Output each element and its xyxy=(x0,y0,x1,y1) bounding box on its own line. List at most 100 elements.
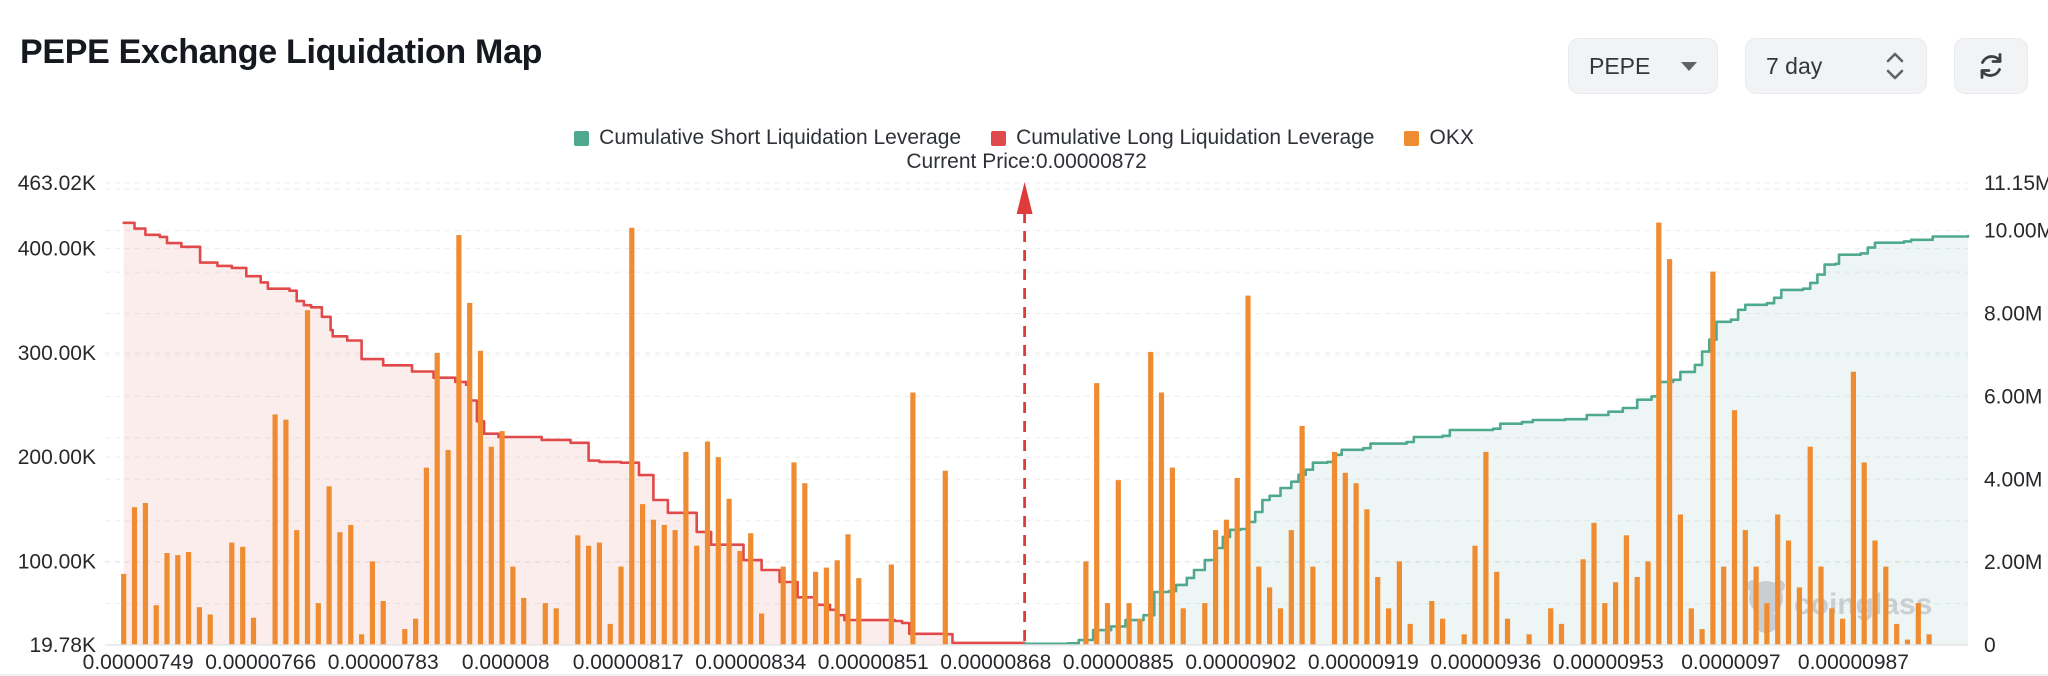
okx-bar xyxy=(1558,623,1565,645)
okx-bar xyxy=(121,573,127,645)
okx-bar xyxy=(423,467,429,645)
x-tick-label: 0.00000749 xyxy=(83,651,194,674)
okx-bar xyxy=(1656,222,1662,645)
okx-bar xyxy=(618,566,624,645)
okx-bar xyxy=(1180,608,1186,645)
okx-bar xyxy=(1396,561,1402,645)
okx-bar xyxy=(1158,392,1165,645)
okx-bar xyxy=(131,507,138,645)
left-tick-label: 19.78K xyxy=(29,634,96,657)
okx-bar xyxy=(791,462,797,645)
okx-bar xyxy=(586,545,592,645)
okx-bar xyxy=(1364,509,1370,645)
right-tick-label: 4.00M xyxy=(1984,468,2042,491)
okx-bar xyxy=(813,571,819,645)
okx-bars[interactable] xyxy=(121,222,1932,646)
okx-bar xyxy=(445,449,451,645)
okx-bar xyxy=(153,605,159,645)
okx-bar xyxy=(467,302,473,645)
x-tick-label: 0.00000919 xyxy=(1308,651,1419,674)
okx-bar xyxy=(575,535,581,645)
okx-bar xyxy=(1688,608,1694,645)
okx-bar xyxy=(704,441,711,645)
okx-bar xyxy=(304,310,311,645)
okx-bar xyxy=(1883,566,1889,645)
okx-bar xyxy=(402,629,408,645)
okx-bar xyxy=(456,235,462,645)
okx-bar xyxy=(1353,483,1359,645)
okx-bar xyxy=(1818,566,1824,645)
okx-bar xyxy=(1245,295,1251,645)
x-tick-label: 0.00000953 xyxy=(1553,651,1664,674)
okx-bar xyxy=(510,566,516,645)
legend-label: OKX xyxy=(1429,126,1474,149)
right-tick-label: 0 xyxy=(1984,634,1996,657)
okx-bar xyxy=(640,504,646,645)
okx-bar xyxy=(1602,603,1608,645)
okx-bar xyxy=(1796,587,1802,645)
left-axis-labels: 463.02K 400.00K 300.00K 200.00K 100.00K 19.78… xyxy=(18,172,96,657)
okx-bar xyxy=(380,601,386,645)
legend-swatch-icon xyxy=(991,130,1007,146)
okx-bar xyxy=(1342,472,1348,645)
series-line xyxy=(122,221,1026,645)
okx-bar xyxy=(1613,582,1619,645)
okx-bar xyxy=(413,618,419,645)
okx-bar xyxy=(488,446,494,645)
x-tick-label: 0.0000097 xyxy=(1681,651,1780,674)
okx-bar xyxy=(694,545,700,645)
okx-bar xyxy=(683,451,689,645)
okx-bar xyxy=(1504,618,1511,645)
okx-bar xyxy=(1699,629,1705,645)
okx-bar xyxy=(499,431,505,645)
right-tick-label: 11.15M xyxy=(1984,172,2048,195)
okx-bar xyxy=(726,498,732,645)
okx-bar xyxy=(272,414,278,645)
okx-bar xyxy=(207,614,213,645)
legend-item-long[interactable]: Cumulative Long Liquidation Leverage xyxy=(991,126,1374,150)
left-tick-label: 200.00K xyxy=(18,446,96,469)
okx-bar xyxy=(229,542,235,645)
okx-bar xyxy=(294,530,300,645)
legend-item-short[interactable]: Cumulative Short Liquidation Leverage xyxy=(574,126,961,150)
coin-select-value: PEPE xyxy=(1589,52,1651,79)
okx-bar xyxy=(1721,566,1727,645)
x-axis-labels: 0.00000749 0.00000766 0.00000783 0.000008 0.… xyxy=(83,651,1909,674)
okx-bar xyxy=(337,532,343,645)
okx-bar xyxy=(434,352,440,645)
okx-bar xyxy=(1148,351,1154,645)
chart-legend: Cumulative Short Liquidation Leverage Cum… xyxy=(0,126,2048,150)
okx-bar xyxy=(888,564,894,645)
okx-bar xyxy=(942,470,948,645)
okx-bar xyxy=(759,613,765,645)
coin-select[interactable]: PEPE xyxy=(1568,38,1718,94)
range-select[interactable]: 7 day xyxy=(1745,38,1927,94)
right-tick-label: 8.00M xyxy=(1984,303,2042,326)
okx-bar xyxy=(1677,514,1683,645)
chevron-up-down-icon xyxy=(1886,52,1904,80)
left-tick-label: 300.00K xyxy=(18,342,96,365)
legend-item-okx[interactable]: OKX xyxy=(1404,126,1474,150)
okx-bar xyxy=(748,533,754,645)
x-tick-label: 0.00000851 xyxy=(818,651,929,674)
okx-bar xyxy=(1213,530,1219,645)
okx-bar xyxy=(1256,566,1262,645)
right-tick-label: 10.00M xyxy=(1984,220,2048,243)
okx-bar xyxy=(1472,545,1478,645)
left-tick-label: 400.00K xyxy=(18,238,96,261)
okx-bar xyxy=(1829,608,1835,645)
okx-bar xyxy=(845,534,851,645)
okx-bar xyxy=(1580,559,1586,645)
okx-bar xyxy=(607,623,613,645)
okx-bar xyxy=(315,603,321,645)
okx-bar xyxy=(661,524,667,645)
okx-bar xyxy=(1202,603,1208,645)
okx-bar xyxy=(1807,446,1813,645)
x-tick-label: 0.00000817 xyxy=(573,651,684,674)
okx-bar xyxy=(715,457,721,645)
okx-bar xyxy=(1861,462,1867,645)
left-tick-label: 100.00K xyxy=(18,550,96,573)
refresh-button[interactable] xyxy=(1954,38,2028,94)
current-price-label: Current Price:0.00000872 xyxy=(906,150,1147,173)
